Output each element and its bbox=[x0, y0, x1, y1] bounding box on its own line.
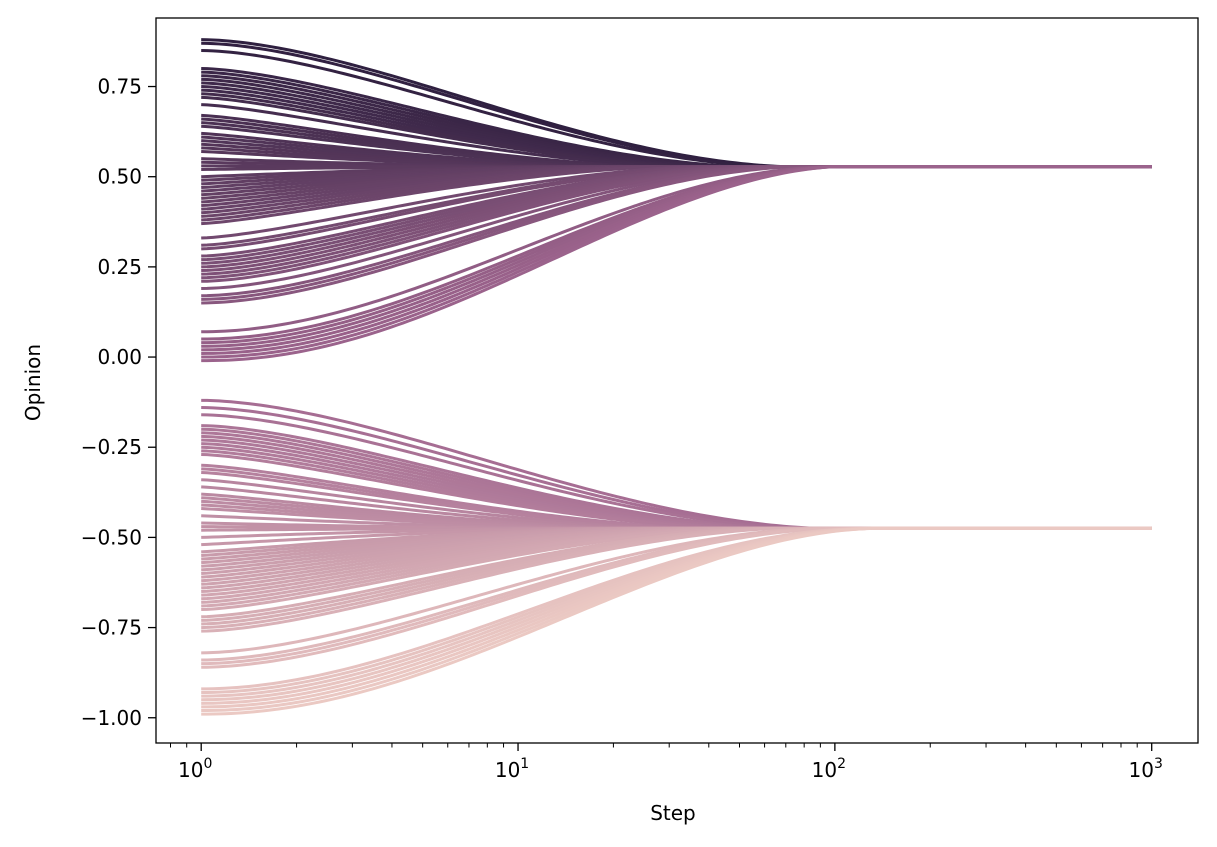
x-tick-exponent: 0 bbox=[203, 756, 212, 772]
cluster-2-lines bbox=[201, 398, 1152, 716]
x-tick-label: 100 bbox=[178, 756, 212, 782]
x-tick-base: 10 bbox=[178, 758, 203, 782]
y-tick-label: 0.75 bbox=[97, 75, 142, 99]
y-tick-label: −0.50 bbox=[81, 525, 142, 549]
cluster-1-lines bbox=[201, 38, 1152, 363]
x-tick-label: 101 bbox=[495, 756, 529, 782]
x-tick-label: 102 bbox=[812, 756, 846, 782]
y-tick-label: 0.25 bbox=[97, 255, 142, 279]
x-tick-base: 10 bbox=[812, 758, 837, 782]
y-axis-label: Opinion bbox=[21, 344, 45, 421]
y-tick-label: −1.00 bbox=[81, 706, 142, 730]
x-tick-exponent: 1 bbox=[520, 756, 529, 772]
opinion-line bbox=[201, 526, 1152, 716]
y-tick-label: −0.25 bbox=[81, 435, 142, 459]
x-tick-exponent: 3 bbox=[1154, 756, 1163, 772]
y-tick-label: −0.75 bbox=[81, 616, 142, 640]
opinion-line bbox=[201, 165, 1152, 363]
y-axis-ticks: 0.75 0.50 0.25 0.00 −0.25 −0.50 −0.75 −1.00 bbox=[81, 75, 156, 730]
y-tick-label: 0.00 bbox=[97, 345, 142, 369]
series-lines bbox=[201, 38, 1152, 716]
y-tick-label: 0.50 bbox=[97, 165, 142, 189]
x-tick-base: 10 bbox=[495, 758, 520, 782]
x-tick-label: 103 bbox=[1129, 756, 1163, 782]
plot-frame bbox=[155, 17, 1199, 744]
x-axis-label: Step bbox=[650, 801, 696, 825]
x-tick-base: 10 bbox=[1129, 758, 1154, 782]
x-tick-exponent: 2 bbox=[837, 756, 846, 772]
x-axis-ticks: 100 101 102 103 bbox=[169, 743, 1163, 782]
